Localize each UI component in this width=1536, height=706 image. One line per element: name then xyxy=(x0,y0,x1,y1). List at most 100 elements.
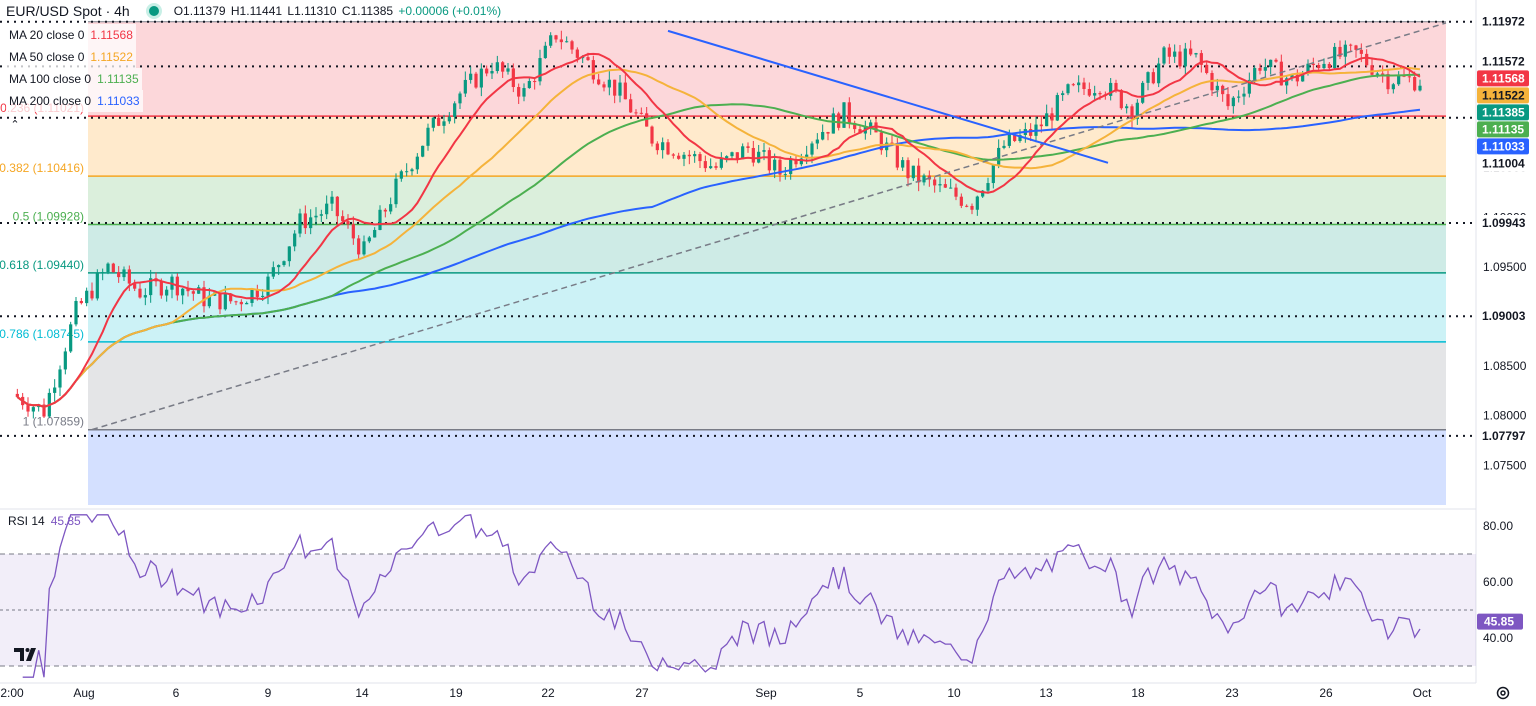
candle-body xyxy=(687,154,691,157)
candle-body xyxy=(421,145,425,157)
candle-body xyxy=(1066,84,1070,94)
candle-body xyxy=(101,272,105,274)
candle-body xyxy=(1397,75,1401,85)
candle-body xyxy=(789,159,793,175)
candle-body xyxy=(874,122,878,133)
collapse-legend-chevron-icon[interactable]: ⌃ xyxy=(10,119,20,131)
time-axis-label: 2:00 xyxy=(0,686,24,700)
legend-ma50-value: 1.11522 xyxy=(87,46,136,68)
candle-body xyxy=(629,99,633,113)
settings-gear-icon[interactable] xyxy=(1495,685,1511,701)
legend-ma200-value: 1.11033 xyxy=(94,90,143,112)
candle-body xyxy=(858,129,862,134)
legend-ma20-value: 1.11568 xyxy=(87,24,136,46)
candle-body xyxy=(399,171,403,179)
candle-body xyxy=(527,81,531,89)
time-axis-label: 6 xyxy=(173,686,180,700)
candle-body xyxy=(58,369,62,388)
fib-zone-6 xyxy=(88,429,1446,505)
symbol-title[interactable]: EUR/USD Spot · 4h xyxy=(6,3,130,19)
candle-body xyxy=(597,79,601,85)
candle-body xyxy=(1317,64,1321,69)
market-status-icon xyxy=(145,3,162,19)
fib-zone-1 xyxy=(88,116,1446,177)
candle-body xyxy=(538,58,542,82)
candle-body xyxy=(485,68,489,74)
candle-body xyxy=(522,88,526,97)
price-badge-6: 1.11033 xyxy=(1477,138,1529,155)
legend-ma20[interactable]: MA 20 close 0 1.11568 xyxy=(6,24,143,46)
candle-body xyxy=(1322,63,1326,69)
candle-body xyxy=(959,196,963,206)
high-value: H1.11441 xyxy=(230,4,283,18)
candle-body xyxy=(319,214,323,216)
rsi-legend[interactable]: RSI 14 45.85 xyxy=(8,514,81,528)
candle-body xyxy=(410,169,414,172)
candle-body xyxy=(645,113,649,127)
candle-body xyxy=(1071,84,1075,86)
time-axis-label: 23 xyxy=(1225,686,1239,700)
candle-body xyxy=(661,142,665,151)
candle-body xyxy=(106,263,110,273)
candle-body xyxy=(698,154,702,162)
rsi-axis-tick: 80.00 xyxy=(1483,519,1513,533)
candle-body xyxy=(1045,113,1049,127)
candle-body xyxy=(1119,90,1123,109)
candle-body xyxy=(799,158,803,165)
price-axis-tick: 1.09500 xyxy=(1483,260,1527,274)
legend-ma100[interactable]: MA 100 close 0 1.11135 xyxy=(6,68,143,90)
candle-body xyxy=(565,41,569,43)
candle-body xyxy=(906,160,910,179)
candle-body xyxy=(554,35,558,40)
price-badge-text: 1.11135 xyxy=(1482,122,1524,136)
candle-body xyxy=(426,127,430,146)
candle-body xyxy=(815,139,819,144)
candle-body xyxy=(602,84,606,88)
candle-body xyxy=(367,237,371,242)
candle-body xyxy=(85,290,89,304)
price-badge-bg xyxy=(1477,138,1529,155)
candle-body xyxy=(15,393,19,397)
candle-body xyxy=(837,113,841,128)
indicator-legend: MA 20 close 0 1.11568 MA 50 close 0 1.1152… xyxy=(6,24,143,112)
candle-body xyxy=(1205,64,1209,73)
candle-body xyxy=(543,45,547,59)
rsi-badge-text: 45.85 xyxy=(1484,615,1514,629)
candle-body xyxy=(1007,134,1011,146)
time-axis-label: 5 xyxy=(857,686,864,700)
candle-body xyxy=(570,41,574,50)
candle-body xyxy=(453,103,457,117)
candle-body xyxy=(394,178,398,205)
low-value: L1.11310 xyxy=(287,4,337,18)
candle-body xyxy=(1333,46,1337,69)
candle-body xyxy=(501,62,505,72)
price-badge-2: 1.11568 xyxy=(1477,70,1529,87)
candle-body xyxy=(613,79,617,96)
candle-body xyxy=(138,288,142,298)
candle-body xyxy=(490,71,494,74)
candle-body xyxy=(479,68,483,88)
price-badge-10: 1.07797 xyxy=(1477,427,1529,444)
price-badge-0: 1.11972 xyxy=(1477,13,1529,30)
candle-body xyxy=(1125,106,1129,109)
tradingview-logo-icon[interactable] xyxy=(14,646,38,662)
candle-body xyxy=(335,196,339,217)
candle-body xyxy=(1365,53,1369,66)
price-badge-text: 1.11972 xyxy=(1482,15,1525,29)
candle-body xyxy=(671,154,675,156)
candle-body xyxy=(181,288,185,296)
fib-level-label-2: 0.5 (1.09928) xyxy=(13,209,84,223)
candle-body xyxy=(1029,129,1033,136)
legend-ma200[interactable]: MA 200 close 0 1.11033 xyxy=(6,90,143,112)
candle-body xyxy=(431,117,435,128)
candle-body xyxy=(997,147,1001,165)
candle-body xyxy=(1141,82,1145,103)
price-badge-bg xyxy=(1477,121,1529,138)
price-badge-text: 1.11004 xyxy=(1482,156,1525,170)
candle-body xyxy=(282,261,286,266)
candle-body xyxy=(1391,84,1395,90)
candle-body xyxy=(917,165,921,183)
candle-body xyxy=(895,144,899,168)
legend-ma50[interactable]: MA 50 close 0 1.11522 xyxy=(6,46,143,68)
